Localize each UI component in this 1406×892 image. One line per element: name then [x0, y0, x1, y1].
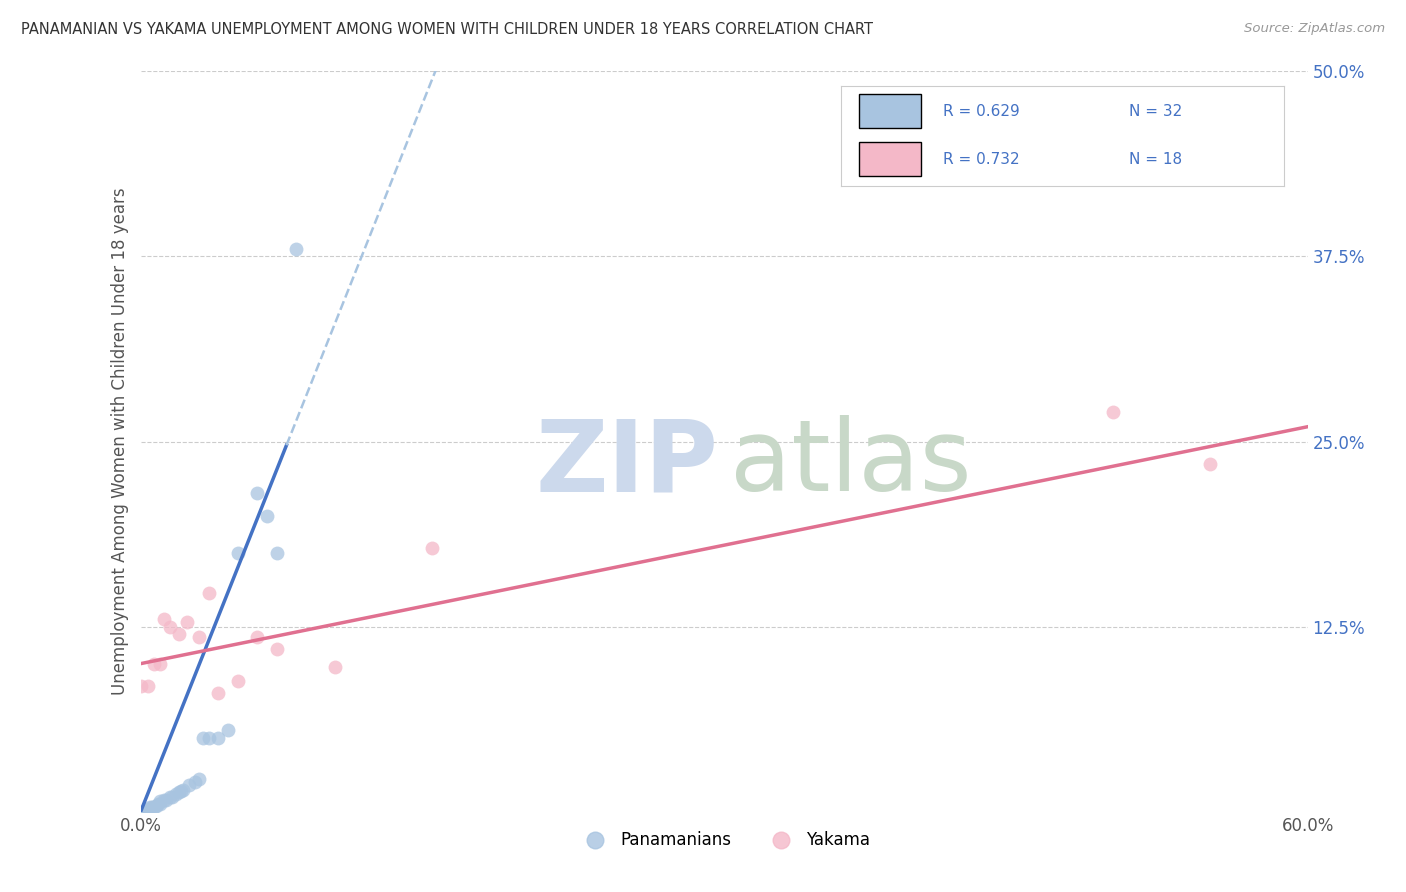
Point — [159, 789, 181, 804]
Point — [188, 630, 211, 644]
Point — [172, 782, 194, 797]
Point — [141, 800, 163, 814]
Point — [143, 800, 166, 814]
Point — [285, 242, 308, 256]
Point — [149, 797, 172, 812]
Point — [165, 787, 187, 801]
Text: PANAMANIAN VS YAKAMA UNEMPLOYMENT AMONG WOMEN WITH CHILDREN UNDER 18 YEARS CORRE: PANAMANIAN VS YAKAMA UNEMPLOYMENT AMONG … — [21, 22, 873, 37]
Point — [207, 686, 229, 700]
Point — [323, 659, 346, 673]
Text: Source: ZipAtlas.com: Source: ZipAtlas.com — [1244, 22, 1385, 36]
Point — [266, 641, 288, 656]
Point — [422, 541, 444, 556]
Point — [129, 679, 152, 693]
Text: ZIP: ZIP — [536, 416, 718, 512]
Point — [160, 789, 183, 804]
Point — [170, 784, 193, 798]
Point — [129, 805, 152, 819]
Point — [266, 546, 288, 560]
Point — [143, 657, 166, 671]
Point — [149, 794, 172, 808]
Point — [184, 775, 207, 789]
Point — [176, 615, 198, 630]
Point — [246, 486, 269, 500]
Point — [138, 679, 160, 693]
Point — [256, 508, 278, 523]
Point — [207, 731, 229, 745]
Y-axis label: Unemployment Among Women with Children Under 18 years: Unemployment Among Women with Children U… — [111, 187, 129, 696]
Point — [191, 731, 214, 745]
Point — [153, 612, 176, 626]
Point — [155, 793, 177, 807]
Point — [159, 619, 181, 633]
Point — [1199, 457, 1222, 471]
Point — [246, 630, 269, 644]
Point — [139, 800, 162, 814]
Point — [226, 674, 249, 689]
Point — [197, 585, 219, 599]
Point — [149, 657, 172, 671]
Point — [153, 793, 176, 807]
Point — [226, 546, 249, 560]
Point — [179, 778, 201, 792]
Point — [197, 731, 219, 745]
Point — [138, 802, 160, 816]
Point — [134, 805, 156, 819]
Point — [131, 805, 153, 819]
Point — [135, 805, 157, 819]
Point — [146, 797, 169, 812]
Point — [1102, 405, 1125, 419]
Text: atlas: atlas — [730, 416, 972, 512]
Point — [169, 785, 191, 799]
Point — [217, 723, 239, 738]
Legend: Panamanians, Yakama: Panamanians, Yakama — [572, 824, 876, 855]
Point — [145, 798, 167, 813]
Point — [188, 772, 211, 786]
Point — [169, 627, 191, 641]
